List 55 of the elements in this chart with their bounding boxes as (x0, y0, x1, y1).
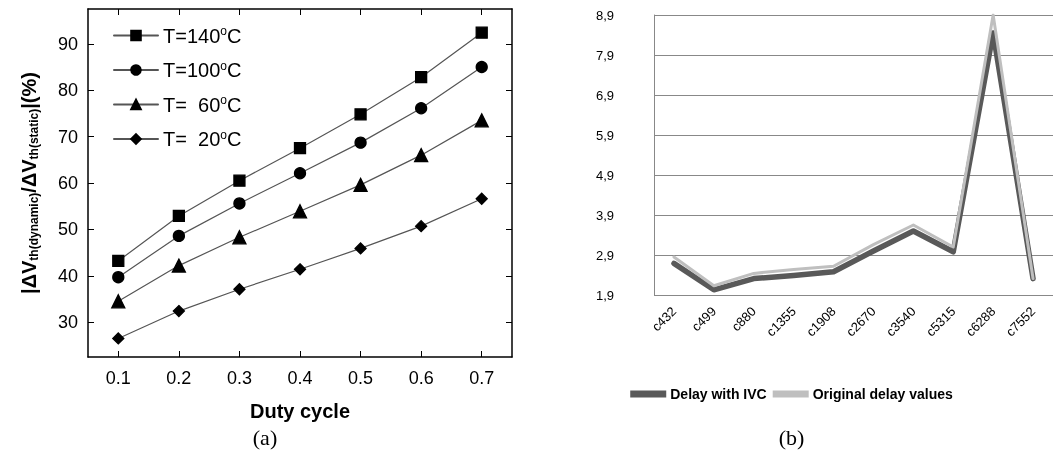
point (475, 60, 488, 74)
point (112, 332, 125, 345)
point (474, 113, 489, 128)
y-tick-label: 5,9 (595, 127, 614, 143)
point (475, 192, 488, 205)
point (413, 148, 429, 163)
text: (b) (778, 424, 805, 450)
y-tick-label: 50 (57, 219, 78, 240)
y-tick-label: 7,9 (595, 47, 614, 63)
point (354, 108, 367, 121)
y-tick-label: 30 (57, 312, 78, 333)
legend-label: Delay with IVC (670, 386, 767, 402)
point (233, 174, 246, 187)
point (112, 271, 125, 284)
point (112, 254, 125, 268)
point (292, 204, 308, 219)
y-tick-label: 6,9 (595, 87, 614, 103)
legend-label: Original delay values (812, 386, 953, 402)
text: (a) (252, 424, 278, 450)
y-tick-label: 80 (57, 80, 78, 101)
point (111, 294, 126, 309)
y-tick-label: 90 (57, 33, 78, 54)
point (354, 242, 367, 255)
point (415, 102, 428, 115)
point (233, 197, 246, 210)
y-tick-label: 1,9 (595, 287, 614, 303)
point (293, 142, 307, 155)
point (414, 220, 428, 233)
x-tick-label: 0.3 (226, 368, 252, 388)
point (232, 230, 247, 245)
point (354, 136, 367, 149)
x-tick-label: 0.2 (166, 368, 192, 388)
x-tick-label: 0.5 (348, 368, 374, 388)
point (353, 177, 368, 193)
point (475, 26, 488, 39)
point (293, 167, 307, 180)
point (172, 229, 186, 243)
y-tick-label: 2,9 (595, 247, 614, 263)
y-tick-label: 3,9 (595, 207, 614, 223)
y-tick-label: 40 (57, 265, 78, 286)
x-tick-label: 0.4 (287, 368, 313, 388)
x-tick-label: 0.7 (469, 368, 495, 388)
point (172, 304, 186, 318)
point (293, 263, 307, 276)
point (172, 209, 186, 223)
y-tick-label: 8,9 (595, 7, 614, 23)
y-tick-label: 4,9 (595, 167, 614, 183)
point (171, 258, 187, 273)
x-tick-label: 0.6 (408, 368, 434, 388)
y-tick-label: 70 (57, 126, 78, 147)
x-tick-label: 0.1 (105, 368, 131, 388)
y-tick-label: 60 (57, 173, 78, 193)
point (233, 283, 246, 296)
point (414, 71, 428, 84)
x-axis-title: Duty cycle (249, 400, 351, 422)
